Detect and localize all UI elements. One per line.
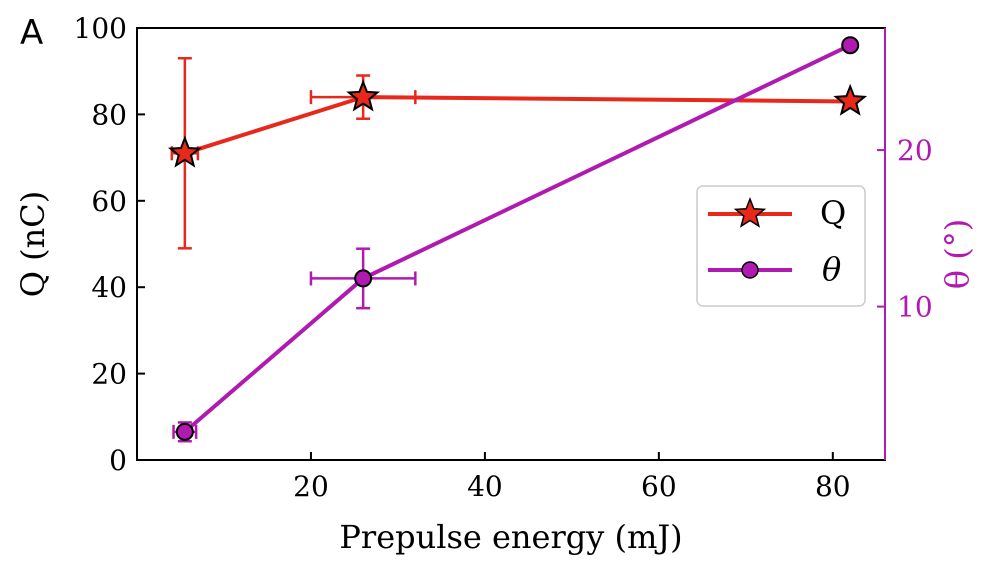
y-left-tick-label: 40: [91, 271, 127, 304]
data-point-star: [167, 135, 202, 168]
y-right-tick-label: 20: [897, 134, 933, 167]
data-point-star: [346, 79, 381, 112]
x-tick-label: 40: [467, 470, 503, 503]
legend-label-q: Q: [820, 194, 846, 232]
x-tick-label: 60: [641, 470, 677, 503]
y-left-tick-label: 100: [74, 12, 127, 45]
data-point-circle: [354, 269, 373, 288]
data-point-star: [833, 83, 868, 116]
y-left-tick-label: 80: [91, 98, 127, 131]
data-point-circle: [175, 422, 194, 441]
legend-circle-icon: [741, 261, 759, 279]
y-right-axis-label: θ (°): [938, 219, 976, 289]
y-left-tick-label: 0: [109, 444, 127, 477]
x-tick-label: 80: [815, 470, 851, 503]
data-point-circle: [841, 36, 860, 55]
y-left-axis-label: Q (nC): [14, 191, 52, 297]
y-left-tick-label: 20: [91, 358, 127, 391]
panel-label: A: [20, 13, 43, 53]
series-line-q: [184, 95, 851, 156]
legend-star-icon: [733, 196, 767, 228]
y-right-tick-label: 10: [897, 291, 933, 324]
y-left-tick-label: 60: [91, 185, 127, 218]
legend-label-theta: θ: [822, 250, 841, 288]
x-tick-label: 20: [293, 470, 329, 503]
x-axis-label: Prepulse energy (mJ): [339, 518, 682, 556]
legend: Q θ: [696, 185, 866, 307]
